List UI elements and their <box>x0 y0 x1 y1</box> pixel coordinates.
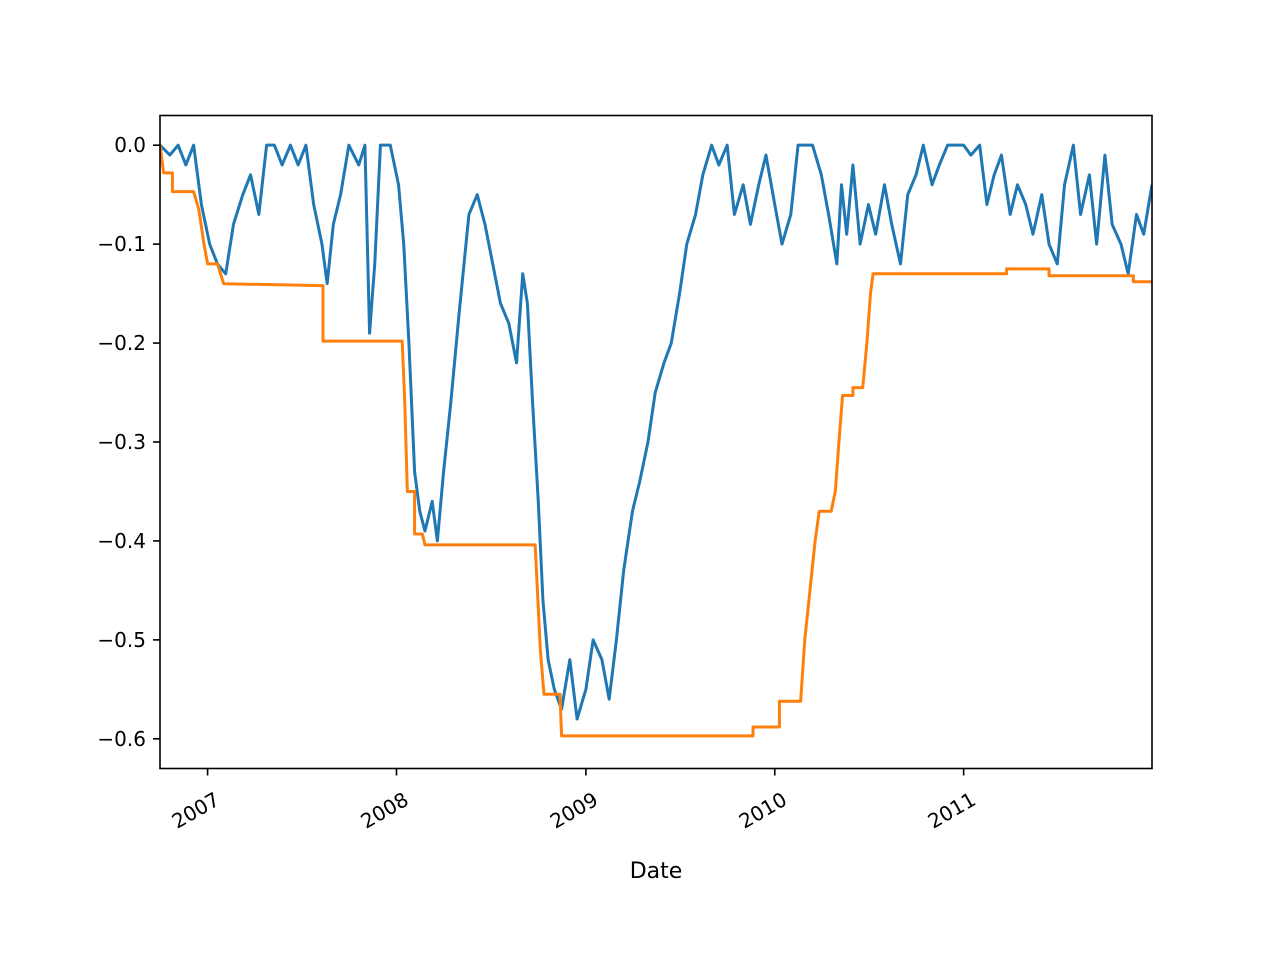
y-tick-label: −0.3 <box>97 430 146 454</box>
y-tick-label: −0.6 <box>97 727 146 751</box>
y-tick-label: 0.0 <box>114 133 146 157</box>
y-tick-label: −0.1 <box>97 232 146 256</box>
y-axis: 0.0 −0.1 −0.2 −0.3 −0.4 −0.5 −0.6 <box>97 133 160 751</box>
y-tick-label: −0.5 <box>97 628 146 652</box>
y-tick-label: −0.4 <box>97 529 146 553</box>
y-tick-label: −0.2 <box>97 331 146 355</box>
series-line-1 <box>160 143 1152 721</box>
series-line-2 <box>160 144 1152 738</box>
series-layer <box>160 143 1152 738</box>
plot-frame <box>159 114 1153 770</box>
x-axis-label: Date <box>630 859 683 884</box>
